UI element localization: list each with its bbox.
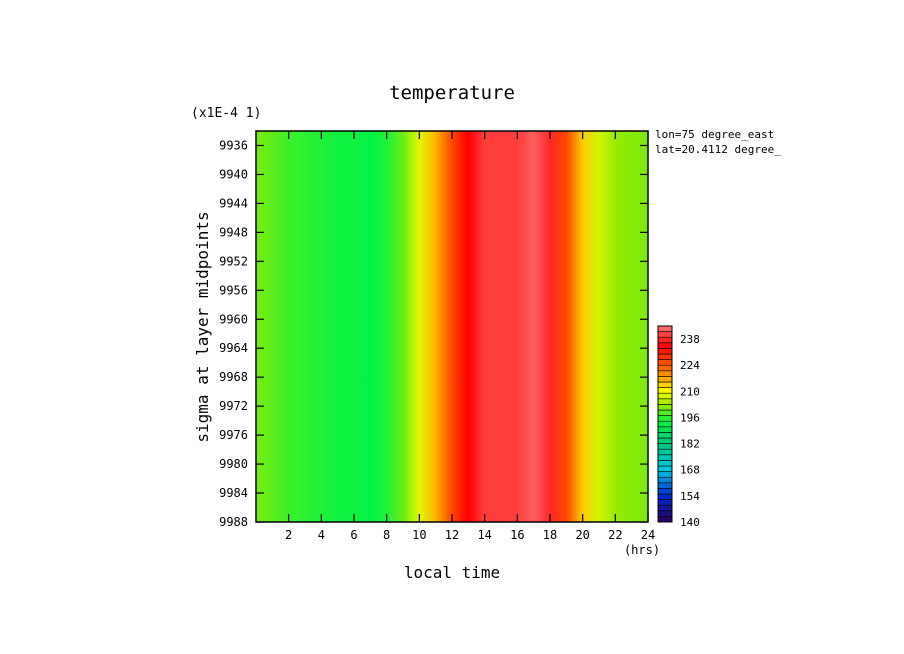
y-tick-label: 9952 [219,254,248,268]
colorbar-band [657,404,673,411]
y-tick-label: 9936 [219,138,248,152]
colorbar-band [657,482,673,489]
colorbar-band [657,392,673,400]
colorbar-band [657,460,673,467]
colorbar-band [657,398,673,405]
heatmap-field [256,131,648,522]
y-tick-label: 9940 [219,167,248,181]
colorbar-ticks: 140 154 168 182 196 210 224 238 [680,333,700,529]
colorbar-band [657,381,673,388]
chart-title: temperature [389,82,515,104]
colorbar-band [657,331,673,338]
annotation-lat: lat=20.4112 degree_ [655,143,781,156]
colorbar-tick-label: 210 [680,385,700,398]
colorbar-band [657,353,673,360]
x-axis-unit: (hrs) [624,543,660,557]
colorbar-band [657,348,673,355]
x-tick-label: 8 [383,528,390,542]
y-ticks: 9936 9940 9944 9948 9952 9956 9960 9964 9968 9972… [219,138,648,529]
y-tick-label: 9968 [219,370,248,384]
colorbar-band [657,504,673,512]
x-tick-label: 4 [318,528,325,542]
y-axis-label: sigma at layer midpoints [193,211,212,442]
y-tick-label: 9984 [219,486,248,500]
x-tick-label: 14 [477,528,491,542]
x-ticks: 2 4 6 8 10 12 14 16 18 20 22 24 [285,131,655,542]
x-tick-label: 16 [510,528,524,542]
colorbar-band [657,426,673,433]
colorbar-tick-label: 154 [680,490,700,503]
y-tick-label: 9980 [219,457,248,471]
x-tick-label: 6 [350,528,357,542]
colorbar-tick-label: 196 [680,411,700,424]
colorbar-band [657,364,673,372]
y-tick-label: 9944 [219,196,248,210]
colorbar-band [657,342,673,349]
colorbar-tick-label: 238 [680,333,700,346]
x-tick-label: 20 [575,528,589,542]
y-tick-label: 9964 [219,341,248,355]
colorbar-band [657,376,673,383]
y-tick-label: 9976 [219,428,248,442]
x-tick-label: 10 [412,528,426,542]
colorbar-band [657,454,673,461]
colorbar-band [657,325,673,332]
colorbar [657,325,673,523]
colorbar-frame [657,325,673,523]
colorbar-band [657,432,673,439]
colorbar-band [657,415,673,422]
colorbar-band [657,465,673,472]
colorbar-band [657,510,673,517]
colorbar-band [657,359,673,366]
colorbar-band [657,499,673,506]
colorbar-band [657,443,673,450]
colorbar-band [657,409,673,416]
x-tick-label: 24 [641,528,655,542]
x-axis-label: local time [404,563,500,582]
colorbar-band [657,437,673,444]
colorbar-band [657,387,673,394]
colorbar-band [657,336,673,344]
colorbar-band [657,476,673,484]
annotation-lon: lon=75 degree_east [655,128,774,141]
y-tick-label: 9948 [219,225,248,239]
colorbar-band [657,493,673,500]
colorbar-band [657,420,673,428]
y-tick-label: 9972 [219,399,248,413]
y-tick-label: 9956 [219,283,248,297]
y-tick-label: 9960 [219,312,248,326]
colorbar-band [657,370,673,377]
colorbar-band [657,488,673,495]
x-tick-label: 12 [445,528,459,542]
colorbar-tick-label: 182 [680,438,700,451]
plot-fill [256,131,648,522]
x-tick-label: 2 [285,528,292,542]
y-tick-label: 9988 [219,515,248,529]
colorbar-tick-label: 168 [680,464,700,477]
colorbar-tick-label: 140 [680,516,700,529]
x-tick-label: 18 [543,528,557,542]
x-tick-label: 22 [608,528,622,542]
colorbar-tick-label: 224 [680,359,700,372]
colorbar-band [657,448,673,456]
scale-label: (x1E-4 1) [191,106,261,121]
colorbar-band [657,471,673,478]
colorbar-band [657,516,673,523]
